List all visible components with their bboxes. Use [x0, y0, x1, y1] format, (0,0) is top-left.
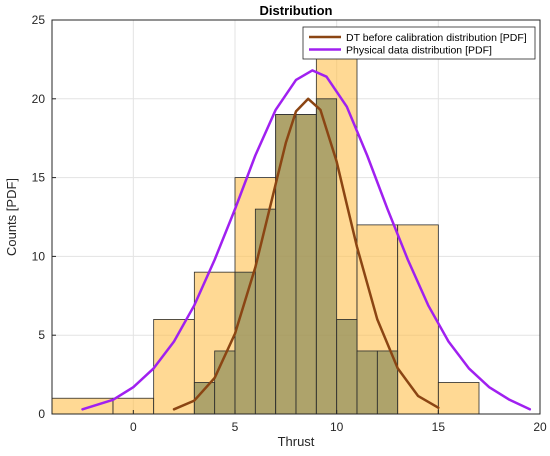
legend-label-dt-before-calibration: DT before calibration distribution [PDF]: [346, 32, 527, 44]
tick-label-layer: 0 5 10 15 20 0 5 10 15 20 25: [32, 13, 547, 434]
histogram-bar-dt: [214, 350, 236, 415]
plot-frame: [51, 19, 541, 415]
histogram-bar-dt: [254, 208, 277, 415]
legend-box: [302, 26, 536, 60]
y-tick-label: 15: [32, 171, 46, 185]
histogram-bar-dt: [336, 319, 358, 415]
y-tick-label: 5: [38, 328, 45, 342]
curve-dt-before-calibration: [172, 97, 440, 411]
legend: DT before calibration distribution [PDF]…: [302, 26, 536, 60]
legend-label-physical-data: Physical data distribution [PDF]: [346, 44, 492, 56]
histogram-bar-physical: [397, 224, 439, 415]
y-tick-label: 20: [32, 92, 46, 106]
x-tick-label: 15: [432, 420, 446, 434]
curve-layer: [81, 69, 532, 411]
histogram-bar-dt: [275, 114, 297, 415]
x-tick-label: 0: [130, 420, 137, 434]
histogram-bar-physical: [153, 319, 195, 415]
y-tick-label: 0: [38, 407, 45, 421]
histogram-bar-dt: [295, 114, 317, 415]
histogram-bar-dt: [234, 271, 256, 415]
chart-title: Distribution: [260, 3, 333, 18]
histogram-bar-physical: [437, 382, 480, 415]
x-tick-label: 10: [330, 420, 344, 434]
x-axis-title: Thrust: [278, 434, 315, 449]
histogram-bar-dt: [315, 98, 338, 415]
y-tick-label: 25: [32, 13, 46, 27]
histogram-bar-dt: [356, 350, 378, 415]
histogram-layer: [51, 51, 480, 415]
x-tick-label: 20: [533, 420, 547, 434]
x-tick-label: 5: [232, 420, 239, 434]
y-axis-title: Counts [PDF]: [4, 178, 19, 256]
histogram-bar-physical: [51, 397, 114, 415]
curve-physical-data: [81, 69, 532, 411]
y-tick-label: 10: [32, 249, 46, 263]
